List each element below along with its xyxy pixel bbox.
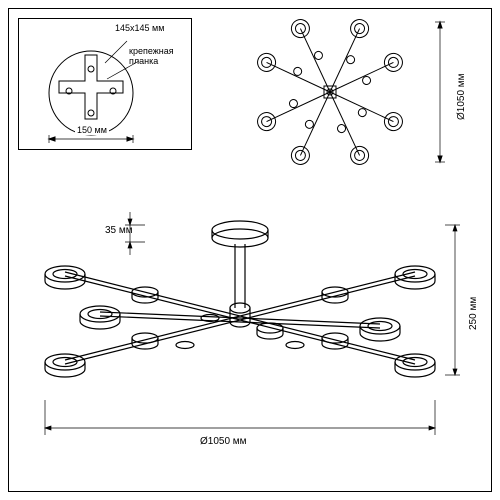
inset-width-label: 150 мм: [75, 125, 109, 135]
inset-detail-box: 145x145 мм крепежная планка 150 мм: [18, 18, 192, 150]
top-view-drawing: [230, 12, 470, 182]
elevation-drawing: [15, 200, 485, 480]
technical-drawing: 145x145 мм крепежная планка 150 мм: [0, 0, 500, 500]
total-height-label: 250 мм: [468, 297, 479, 330]
main-diameter-label: Ø1050 мм: [200, 436, 247, 447]
canopy-height-label: 35 мм: [105, 225, 133, 236]
bracket-dim-label: 145x145 мм: [115, 23, 164, 33]
bracket-name-label: крепежная планка: [129, 47, 174, 67]
top-view-diameter-label: Ø1050 мм: [456, 73, 467, 120]
